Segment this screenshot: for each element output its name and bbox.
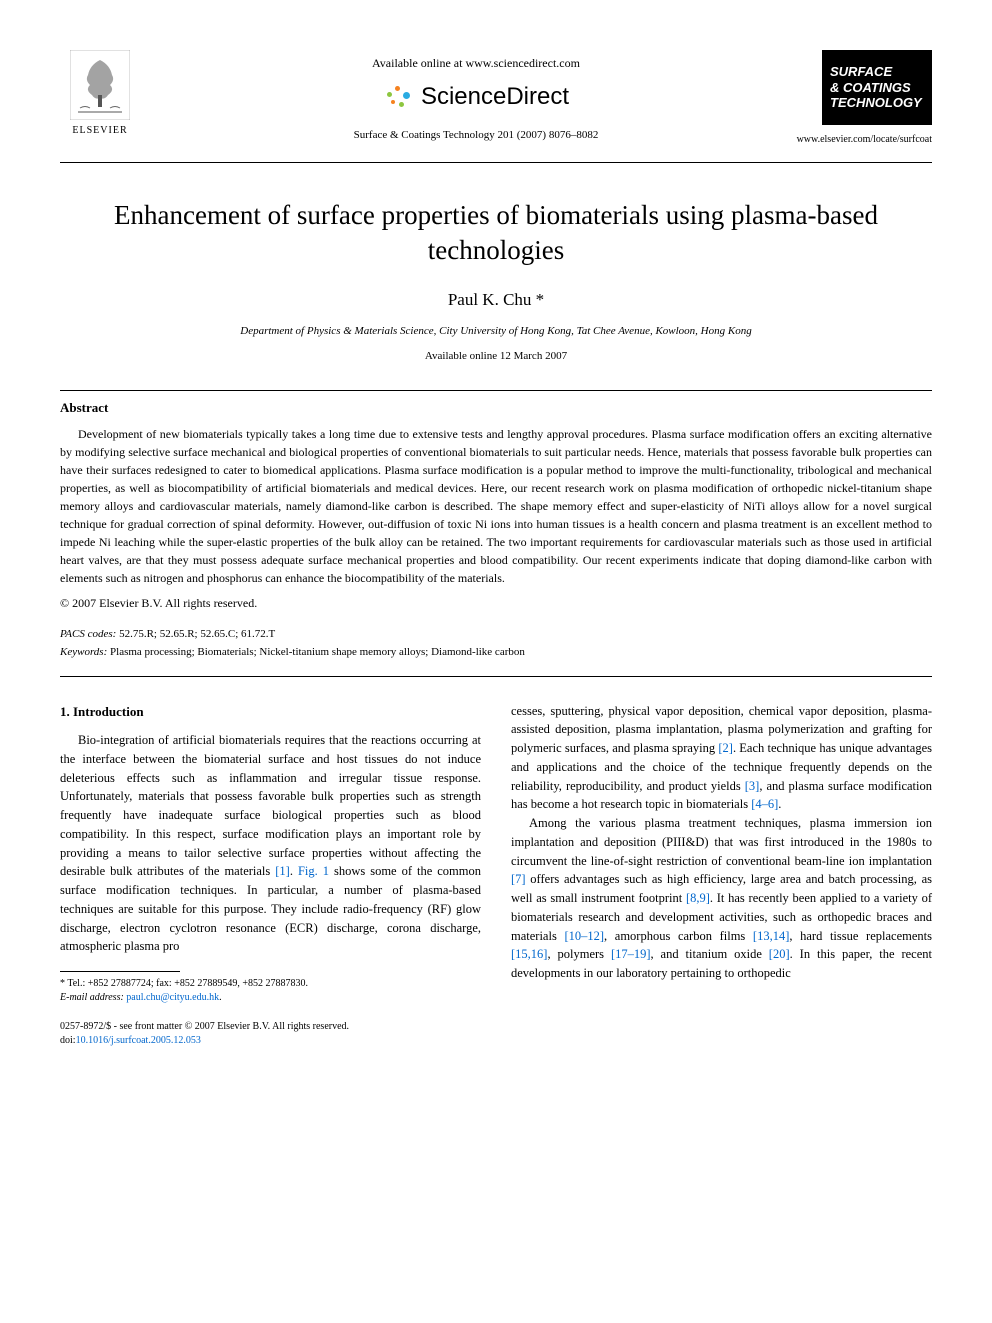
keywords-values: Plasma processing; Biomaterials; Nickel-… <box>107 646 525 658</box>
available-online-text: Available online at www.sciencedirect.co… <box>372 55 580 72</box>
issn-line: 0257-8972/$ - see front matter © 2007 El… <box>60 1020 481 1034</box>
body-paragraph: Bio-integration of artificial biomateria… <box>60 731 481 956</box>
journal-logo-line3: TECHNOLOGY <box>830 95 924 111</box>
abstract-heading: Abstract <box>60 399 932 417</box>
journal-logo-line1: SURFACE <box>830 64 924 80</box>
header: ELSEVIER Available online at www.science… <box>60 50 932 147</box>
corresponding-author-footnote: * Tel.: +852 27887724; fax: +852 2788954… <box>60 977 481 1005</box>
keywords-label: Keywords: <box>60 646 107 658</box>
ref-link[interactable]: [10–12] <box>564 929 604 943</box>
abstract-text: Development of new biomaterials typicall… <box>60 425 932 587</box>
abstract-copyright: © 2007 Elsevier B.V. All rights reserved… <box>60 595 932 612</box>
keywords: Keywords: Plasma processing; Biomaterial… <box>60 645 932 660</box>
pacs-codes: PACS codes: 52.75.R; 52.65.R; 52.65.C; 6… <box>60 627 932 642</box>
ref-link[interactable]: [13,14] <box>753 929 789 943</box>
journal-reference: Surface & Coatings Technology 201 (2007)… <box>354 128 599 143</box>
ref-link[interactable]: [15,16] <box>511 947 547 961</box>
ref-link[interactable]: [20] <box>769 947 790 961</box>
elsevier-tree-icon <box>70 50 130 120</box>
sciencedirect-dots-icon <box>383 82 413 112</box>
sciencedirect-logo: ScienceDirect <box>383 80 569 114</box>
ref-link[interactable]: [7] <box>511 872 526 886</box>
elsevier-label: ELSEVIER <box>72 124 127 138</box>
column-right: cesses, sputtering, physical vapor depos… <box>511 702 932 1049</box>
elsevier-logo-block: ELSEVIER <box>60 50 140 138</box>
author-name: Paul K. Chu * <box>60 288 932 312</box>
ref-link[interactable]: [3] <box>745 779 760 793</box>
ref-link[interactable]: [4–6] <box>751 797 778 811</box>
sciencedirect-text: ScienceDirect <box>421 80 569 114</box>
article-title: Enhancement of surface properties of bio… <box>60 198 932 268</box>
body-columns: 1. Introduction Bio-integration of artif… <box>60 702 932 1049</box>
ref-link[interactable]: [8,9] <box>686 891 710 905</box>
divider <box>60 162 932 163</box>
doi-line: doi:10.1016/j.surfcoat.2005.12.053 <box>60 1034 481 1048</box>
journal-logo-line2: & COATINGS <box>830 80 924 96</box>
divider <box>60 676 932 677</box>
figure-link[interactable]: Fig. 1 <box>298 864 329 878</box>
body-paragraph: Among the various plasma treatment techn… <box>511 814 932 983</box>
column-left: 1. Introduction Bio-integration of artif… <box>60 702 481 1049</box>
doi-label: doi: <box>60 1035 76 1046</box>
ref-link[interactable]: [1] <box>275 864 290 878</box>
divider <box>60 390 932 391</box>
author-affiliation: Department of Physics & Materials Scienc… <box>60 324 932 339</box>
pacs-values: 52.75.R; 52.65.R; 52.65.C; 61.72.T <box>116 628 275 640</box>
pacs-label: PACS codes: <box>60 628 116 640</box>
available-date: Available online 12 March 2007 <box>60 349 932 364</box>
ref-link[interactable]: [17–19] <box>611 947 651 961</box>
email-link[interactable]: paul.chu@cityu.edu.hk <box>124 992 219 1003</box>
journal-cover-icon: SURFACE & COATINGS TECHNOLOGY <box>822 50 932 125</box>
page-footer: 0257-8972/$ - see front matter © 2007 El… <box>60 1020 481 1048</box>
center-header: Available online at www.sciencedirect.co… <box>140 50 812 144</box>
footnote-email-line: E-mail address: paul.chu@cityu.edu.hk. <box>60 991 481 1005</box>
body-paragraph: cesses, sputtering, physical vapor depos… <box>511 702 932 815</box>
footnote-separator <box>60 971 180 972</box>
doi-link[interactable]: 10.1016/j.surfcoat.2005.12.053 <box>76 1035 201 1046</box>
ref-link[interactable]: [2] <box>718 741 733 755</box>
journal-url: www.elsevier.com/locate/surfcoat <box>797 133 932 147</box>
email-label: E-mail address: <box>60 992 124 1003</box>
section-1-heading: 1. Introduction <box>60 702 481 722</box>
footnote-tel: * Tel.: +852 27887724; fax: +852 2788954… <box>60 977 481 991</box>
journal-logo-block: SURFACE & COATINGS TECHNOLOGY www.elsevi… <box>812 50 932 147</box>
